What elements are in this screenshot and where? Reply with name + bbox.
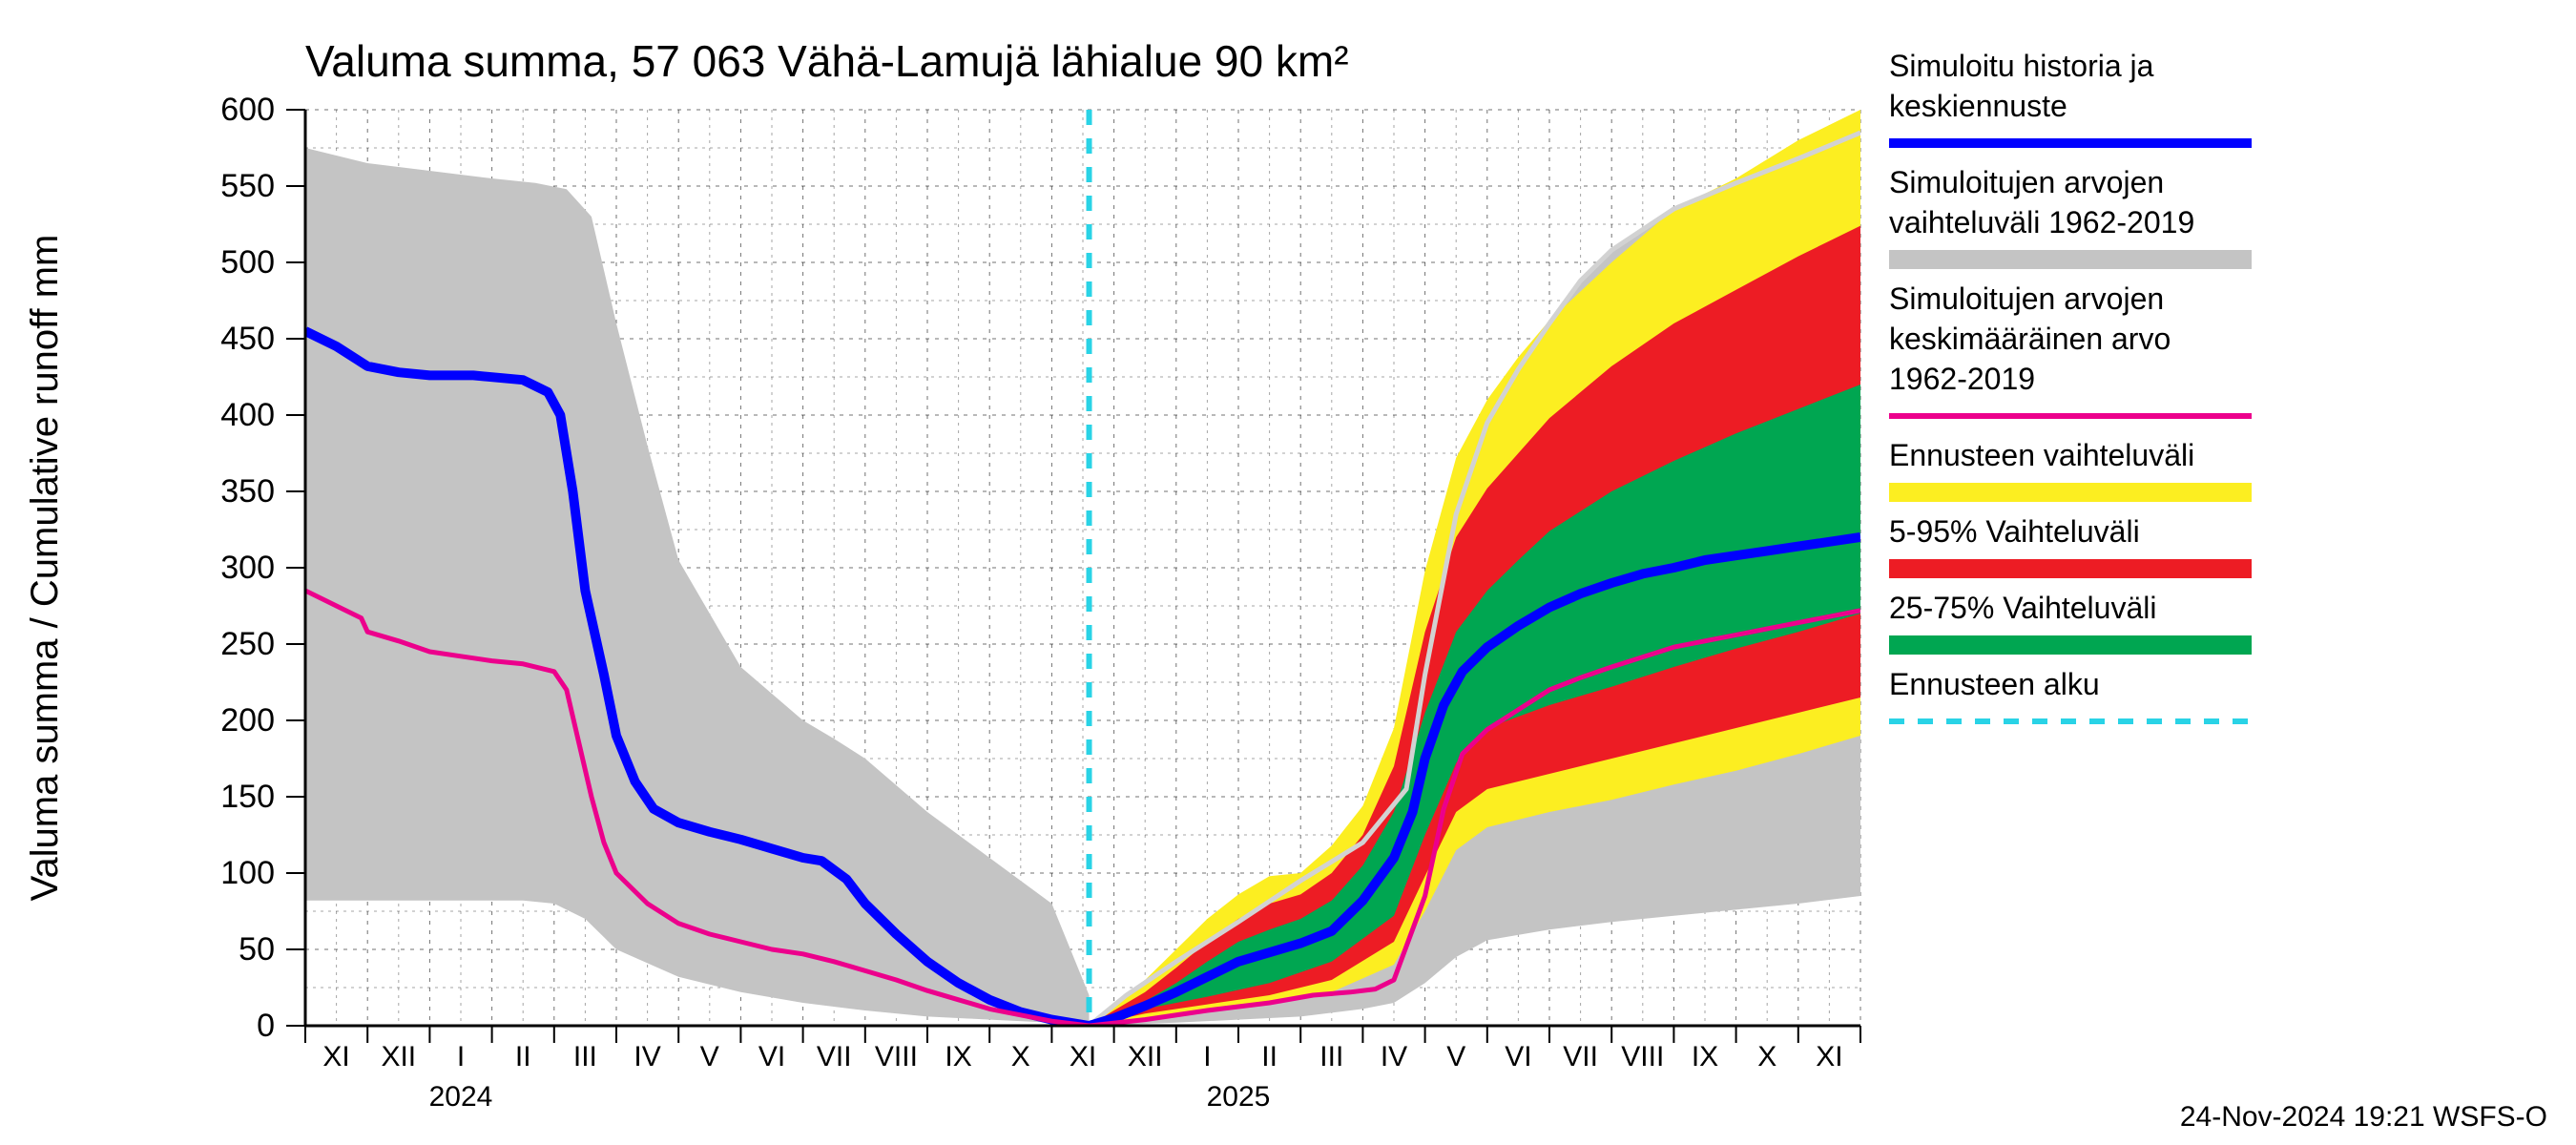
chart-title: Valuma summa, 57 063 Vähä-Lamujä lähialu… <box>305 36 1349 86</box>
xtick-label: I <box>457 1041 465 1072</box>
xtick-label: XII <box>381 1041 416 1072</box>
xtick-label: V <box>1446 1041 1465 1072</box>
y-axis-label: Valuma summa / Cumulative runoff mm <box>24 235 66 902</box>
ytick-label: 550 <box>220 168 275 204</box>
xtick-label: XI <box>1816 1041 1842 1072</box>
chart-svg: 050100150200250300350400450500550600XIXI… <box>0 0 2576 1145</box>
xtick-label: VI <box>1505 1041 1531 1072</box>
xtick-label: X <box>1757 1041 1776 1072</box>
ytick-label: 350 <box>220 473 275 510</box>
year-left: 2024 <box>429 1081 493 1113</box>
ytick-label: 600 <box>220 92 275 128</box>
xtick-label: III <box>573 1041 597 1072</box>
xtick-label: III <box>1319 1041 1343 1072</box>
legend-grey-2: vaihteluväli 1962-2019 <box>1889 205 2194 239</box>
xtick-label: VII <box>817 1041 852 1072</box>
xtick-label: XI <box>322 1041 349 1072</box>
legend-grey-1: Simuloitujen arvojen <box>1889 165 2164 199</box>
legend-red: 5-95% Vaihteluväli <box>1889 514 2140 549</box>
xtick-label: XII <box>1128 1041 1163 1072</box>
xtick-label: VIII <box>875 1041 918 1072</box>
xtick-label: I <box>1203 1041 1211 1072</box>
xtick-label: IX <box>1692 1041 1718 1072</box>
xtick-label: IV <box>634 1041 660 1072</box>
xtick-label: IX <box>945 1041 971 1072</box>
ytick-label: 500 <box>220 244 275 281</box>
year-right: 2025 <box>1207 1081 1271 1113</box>
legend-cyan: Ennusteen alku <box>1889 667 2100 701</box>
ytick-label: 400 <box>220 397 275 433</box>
legend-green: 25-75% Vaihteluväli <box>1889 591 2156 625</box>
legend-blue-1: Simuloitu historia ja <box>1889 49 2154 83</box>
xtick-label: VII <box>1563 1041 1598 1072</box>
legend-mag-2: keskimääräinen arvo <box>1889 322 2171 356</box>
xtick-label: II <box>515 1041 531 1072</box>
xtick-label: XI <box>1070 1041 1096 1072</box>
xtick-label: IV <box>1381 1041 1407 1072</box>
ytick-label: 450 <box>220 321 275 357</box>
ytick-label: 50 <box>239 931 275 968</box>
chart-container: { "title": "Valuma summa, 57 063 Vähä-La… <box>0 0 2576 1145</box>
ytick-label: 250 <box>220 626 275 662</box>
legend-yellow: Ennusteen vaihteluväli <box>1889 438 2194 472</box>
ytick-label: 300 <box>220 550 275 586</box>
legend-mag-3: 1962-2019 <box>1889 362 2035 396</box>
xtick-label: V <box>700 1041 719 1072</box>
ytick-label: 0 <box>257 1008 275 1044</box>
footer-text: 24-Nov-2024 19:21 WSFS-O <box>2180 1101 2547 1133</box>
xtick-label: II <box>1261 1041 1278 1072</box>
ytick-label: 200 <box>220 702 275 739</box>
ytick-label: 150 <box>220 779 275 815</box>
xtick-label: VIII <box>1621 1041 1664 1072</box>
legend-blue-2: keskiennuste <box>1889 89 2067 123</box>
xtick-label: X <box>1011 1041 1030 1072</box>
xtick-label: VI <box>758 1041 785 1072</box>
legend-mag-1: Simuloitujen arvojen <box>1889 281 2164 316</box>
ytick-label: 100 <box>220 855 275 891</box>
